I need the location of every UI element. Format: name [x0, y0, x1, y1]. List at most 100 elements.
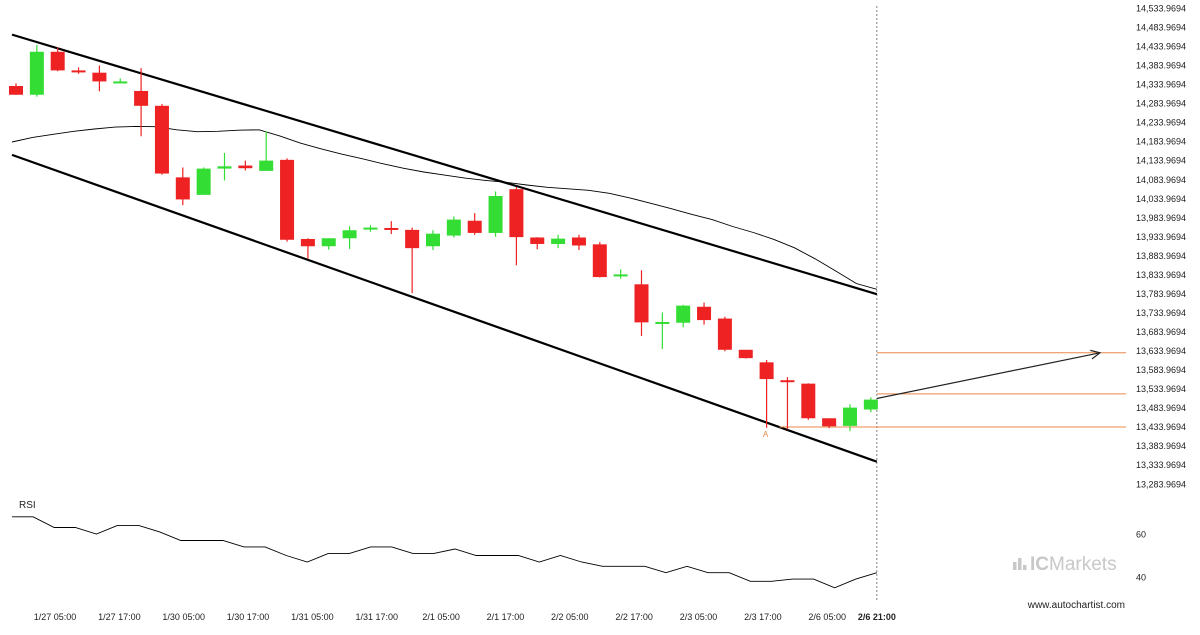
candle-body [530, 237, 545, 244]
candle [676, 304, 691, 328]
candle-body [655, 321, 670, 324]
candle [592, 242, 607, 278]
price-tick-label: 13,483.9694 [1136, 403, 1186, 413]
time-tick-label: 2/3 17:00 [744, 612, 782, 622]
brand-name: ICMarkets [1030, 554, 1117, 575]
moving-average-line [11, 125, 878, 290]
price-tick-label: 13,883.9694 [1136, 251, 1186, 261]
time-tick-label: 1/30 17:00 [227, 612, 270, 622]
candle [551, 234, 566, 249]
channel-lines [11, 33, 878, 463]
candle [259, 131, 274, 171]
candle-body [509, 189, 524, 238]
brand-logo-bar [1023, 565, 1027, 570]
candle-body [113, 81, 128, 84]
rsi-tick-label: 60 [1136, 530, 1146, 540]
candle [154, 103, 169, 175]
candle [467, 213, 482, 235]
price-tick-label: 13,383.9694 [1136, 441, 1186, 451]
candle [571, 234, 586, 251]
forecast-arrow-line [876, 352, 1101, 400]
candle [759, 360, 774, 428]
candle [238, 160, 253, 171]
time-tick-label: 2/6 05:00 [808, 612, 846, 622]
time-tick-label-current: 2/6 21:00 [858, 612, 896, 622]
candle-body [154, 105, 169, 174]
candle-body [280, 159, 295, 240]
price-tick-label: 14,333.9694 [1136, 80, 1186, 90]
candle-body [300, 239, 315, 247]
candle-body [843, 407, 857, 426]
candle-body [488, 196, 503, 233]
price-tick-label: 13,433.9694 [1136, 422, 1186, 432]
candle-body [446, 219, 461, 236]
candle [426, 230, 440, 251]
candle-body [9, 86, 23, 95]
price-tick-label: 14,383.9694 [1136, 61, 1186, 71]
price-tick-label: 14,233.9694 [1136, 118, 1186, 128]
candle [717, 316, 732, 352]
candle-body [551, 238, 566, 244]
price-tick-label: 13,933.9694 [1136, 232, 1186, 242]
candle-body [759, 362, 774, 380]
candle-body [321, 238, 336, 247]
price-tick-label: 13,583.9694 [1136, 365, 1186, 375]
candle [488, 191, 503, 237]
channel-lower-line [11, 153, 878, 463]
candle-body [196, 168, 211, 195]
price-tick-label: 14,533.9694 [1136, 4, 1186, 14]
price-axis: 14,533.9694 14,483.9694 14,433.9694 14,383.… [1136, 4, 1186, 490]
candle [280, 158, 295, 242]
candle [738, 349, 753, 359]
brand-name-suffix: Markets [1049, 554, 1117, 575]
brand-logo-bar [1013, 562, 1017, 570]
candle-body [217, 166, 232, 169]
candle [822, 418, 837, 429]
candle [71, 67, 86, 74]
candle [780, 377, 795, 430]
rsi-panel: RSI 60 40 [12, 500, 1146, 589]
candle [342, 226, 357, 249]
price-tick-label: 13,683.9694 [1136, 327, 1186, 337]
price-tick-label: 14,483.9694 [1136, 23, 1186, 33]
forecast [876, 349, 1102, 400]
time-tick-label: 2/1 17:00 [487, 612, 525, 622]
candle [175, 167, 190, 206]
candle [509, 187, 524, 266]
rsi-line [12, 516, 878, 589]
time-tick-label: 1/27 17:00 [98, 612, 141, 622]
pattern-marker: A [763, 430, 769, 439]
candle-body [342, 230, 357, 239]
candle [384, 221, 399, 235]
time-tick-label: 2/2 05:00 [551, 612, 589, 622]
candle [9, 83, 23, 95]
price-tick-label: 13,533.9694 [1136, 384, 1186, 394]
candle-body [592, 244, 607, 278]
time-tick-label: 1/31 17:00 [355, 612, 398, 622]
price-tick-label: 13,333.9694 [1136, 460, 1186, 470]
candle [801, 383, 816, 420]
channel-upper-line [11, 33, 878, 296]
price-tick-label: 13,633.9694 [1136, 346, 1186, 356]
candle [92, 65, 107, 92]
time-tick-label: 1/27 05:00 [34, 612, 77, 622]
candle-body [384, 227, 399, 230]
candle [113, 78, 128, 84]
price-tick-label: 13,833.9694 [1136, 270, 1186, 280]
candle [863, 397, 878, 413]
candle-body [175, 177, 190, 200]
price-tick-label: 14,083.9694 [1136, 175, 1186, 185]
candle [655, 312, 670, 350]
candle-body [426, 233, 440, 247]
candles [9, 44, 878, 432]
candle-body [405, 229, 420, 249]
forecast-arrow-head [1090, 349, 1102, 360]
candle-body [676, 305, 691, 323]
candle-body [134, 90, 149, 106]
candle-body [613, 274, 628, 277]
candle-body [29, 51, 44, 95]
candle-body [259, 160, 274, 171]
candle [634, 270, 649, 337]
candle-body [717, 318, 732, 350]
